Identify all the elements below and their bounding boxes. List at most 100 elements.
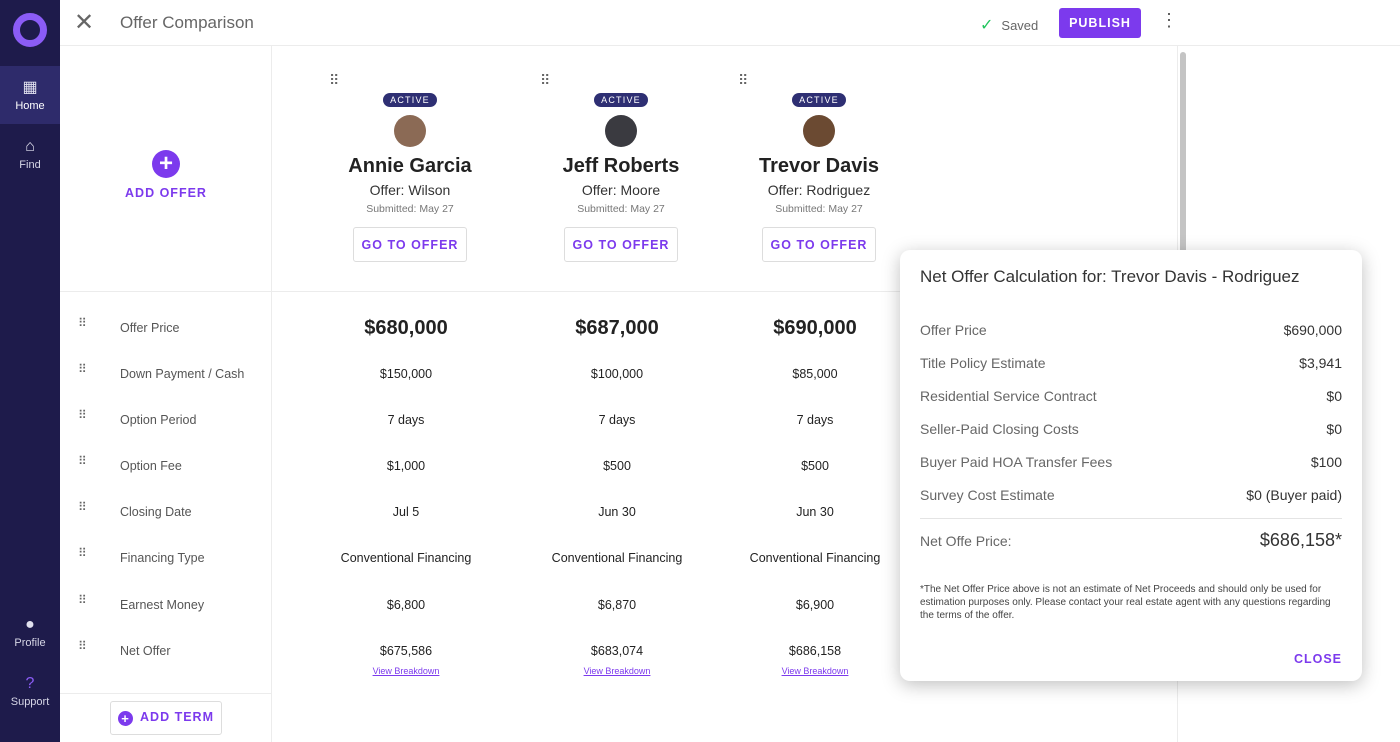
drag-handle-icon[interactable]: ⠿ <box>78 408 87 422</box>
go-to-offer-button[interactable]: GO TO OFFER <box>353 227 467 262</box>
house-search-icon: ⌂ <box>25 138 35 155</box>
drag-handle-icon[interactable]: ⠿ <box>329 72 339 88</box>
term-value: $85,000 <box>792 367 838 381</box>
calc-row: Buyer Paid HOA Transfer Fees $100 <box>920 454 1342 470</box>
term-value: Jun 30 <box>796 505 834 519</box>
help-icon: ? <box>25 675 35 692</box>
add-term-label: ADD TERM <box>140 710 214 724</box>
buyer-name: Jeff Roberts <box>562 155 680 177</box>
term-value: 7 days <box>598 413 636 427</box>
sidebar-item-label: Find <box>19 159 41 171</box>
view-breakdown-link[interactable]: View Breakdown <box>372 666 440 676</box>
more-vert-icon[interactable]: ⋮ <box>1160 10 1178 30</box>
view-breakdown-link[interactable]: View Breakdown <box>583 666 651 676</box>
drag-handle-icon[interactable]: ⠿ <box>78 546 87 560</box>
net-offer-dialog: Net Offer Calculation for: Trevor Davis … <box>900 250 1362 681</box>
term-label: Net Offer <box>120 644 171 658</box>
term-label: Closing Date <box>120 505 192 519</box>
term-value: $500 <box>603 459 631 473</box>
term-label: Option Period <box>120 413 197 427</box>
calc-label: Title Policy Estimate <box>920 355 1046 371</box>
term-value: $687,000 <box>575 317 659 339</box>
term-value: Jun 30 <box>598 505 636 519</box>
submitted-date: Submitted: May 27 <box>775 203 863 215</box>
drag-handle-icon[interactable]: ⠿ <box>78 316 87 330</box>
plus-icon: + <box>118 711 134 726</box>
saved-label: Saved <box>1001 18 1039 33</box>
drag-handle-icon[interactable]: ⠿ <box>78 454 87 468</box>
term-value: 7 days <box>387 413 425 427</box>
term-value: $6,900 <box>795 598 835 612</box>
net-price-value: $686,158* <box>1259 530 1342 550</box>
term-value: $1,000 <box>386 459 426 473</box>
check-icon: ✓ <box>980 17 994 34</box>
sidebar-item-profile[interactable]: ● Profile <box>0 603 60 661</box>
drag-handle-icon[interactable]: ⠿ <box>78 639 87 653</box>
drag-handle-icon[interactable]: ⠿ <box>738 72 748 88</box>
term-value: $680,000 <box>364 317 448 339</box>
sidebar-item-label: Support <box>10 696 50 708</box>
calc-label: Residential Service Contract <box>920 388 1097 404</box>
net-price-row: Net Offe Price: $686,158* <box>920 530 1342 551</box>
add-term-button[interactable]: + ADD TERM <box>110 701 222 735</box>
avatar <box>394 115 426 147</box>
status-badge: ACTIVE <box>792 93 846 107</box>
sidebar-item-label: Profile <box>14 637 46 649</box>
divider <box>920 518 1342 519</box>
submitted-date: Submitted: May 27 <box>577 203 665 215</box>
go-to-offer-button[interactable]: GO TO OFFER <box>564 227 678 262</box>
divider <box>60 693 272 694</box>
term-value: $6,870 <box>597 598 637 612</box>
calc-value: $100 <box>1310 454 1342 470</box>
term-value: Conventional Financing <box>551 551 683 565</box>
scrollbar[interactable] <box>1180 52 1186 262</box>
term-value: $690,000 <box>773 317 857 339</box>
term-value: $686,158 <box>788 644 842 658</box>
sidebar-item-support[interactable]: ? Support <box>0 662 60 720</box>
offer-agent: Offer: Wilson <box>369 182 451 198</box>
submitted-date: Submitted: May 27 <box>366 203 454 215</box>
view-breakdown-link[interactable]: View Breakdown <box>781 666 849 676</box>
sidebar-item-label: Home <box>15 100 45 112</box>
go-to-offer-button[interactable]: GO TO OFFER <box>762 227 876 262</box>
calc-row: Residential Service Contract $0 <box>920 388 1342 404</box>
drag-handle-icon[interactable]: ⠿ <box>540 72 550 88</box>
calc-value: $0 <box>1326 421 1342 437</box>
page-title: Offer Comparison <box>120 13 254 32</box>
sidebar-item-home[interactable]: ▦ Home <box>0 66 60 124</box>
term-label: Option Fee <box>120 459 182 473</box>
calc-row: Offer Price $690,000 <box>920 322 1342 338</box>
term-value: $675,586 <box>379 644 433 658</box>
offer-agent: Offer: Moore <box>581 182 661 198</box>
calc-value: $0 (Buyer paid) <box>1246 487 1342 503</box>
calc-row: Seller-Paid Closing Costs $0 <box>920 421 1342 437</box>
net-price-label: Net Offe Price: <box>920 532 1012 549</box>
term-value: 7 days <box>796 413 834 427</box>
status-badge: ACTIVE <box>383 93 437 107</box>
sidebar-item-find[interactable]: ⌂ Find <box>0 125 60 183</box>
saved-status: ✓ Saved <box>980 15 1038 35</box>
offer-agent: Offer: Rodriguez <box>767 182 871 198</box>
close-button[interactable]: CLOSE <box>1293 652 1342 666</box>
drag-handle-icon[interactable]: ⠿ <box>78 362 87 376</box>
offer-card: ACTIVE Trevor Davis Offer: Rodriguez Sub… <box>719 70 919 262</box>
drag-handle-icon[interactable]: ⠿ <box>78 593 87 607</box>
app-logo[interactable] <box>13 13 47 47</box>
calc-value: $0 <box>1326 388 1342 404</box>
term-label: Offer Price <box>120 321 180 335</box>
add-offer-label: ADD OFFER <box>125 186 207 200</box>
divider <box>271 46 272 742</box>
publish-button[interactable]: PUBLISH <box>1059 8 1141 38</box>
calc-value: $3,941 <box>1299 355 1342 371</box>
calc-row: Survey Cost Estimate $0 (Buyer paid) <box>920 487 1342 503</box>
header: ✕ Offer Comparison ✓ Saved PUBLISH ⋮ <box>60 0 1400 46</box>
calc-label: Survey Cost Estimate <box>920 487 1055 503</box>
close-icon[interactable]: ✕ <box>74 9 95 36</box>
term-label: Financing Type <box>120 551 205 565</box>
buyer-name: Annie Garcia <box>348 155 472 177</box>
term-label: Earnest Money <box>120 598 205 612</box>
status-badge: ACTIVE <box>594 93 648 107</box>
calc-label: Buyer Paid HOA Transfer Fees <box>920 454 1113 470</box>
drag-handle-icon[interactable]: ⠿ <box>78 500 87 514</box>
add-offer-button[interactable]: + ADD OFFER <box>60 150 272 200</box>
